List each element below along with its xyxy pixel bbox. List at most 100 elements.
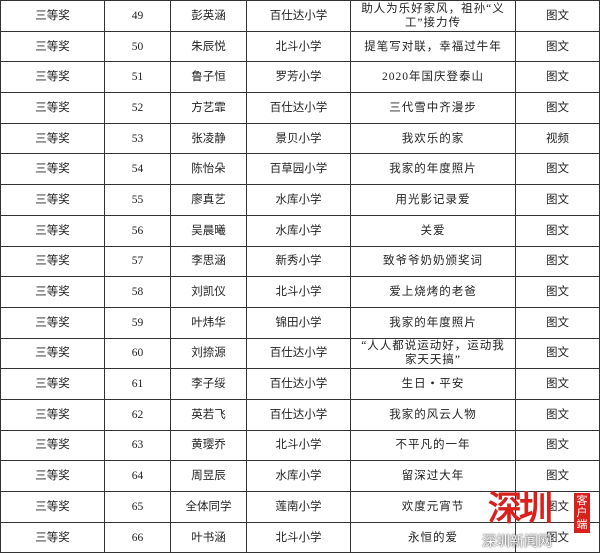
school-cell: 百仕达小学 xyxy=(246,0,351,32)
title-cell: 我欢乐的家 xyxy=(350,122,516,155)
award-cell: 三等奖 xyxy=(0,368,105,400)
title-cell: 我家的年度照片 xyxy=(350,306,516,339)
number-cell: 61 xyxy=(104,368,171,400)
table-row: 三等奖 59 叶炜华 锦田小学 我家的年度照片 图文 xyxy=(0,306,600,339)
title-cell: 助人为乐好家风，祖孙“义工”接力传 xyxy=(350,0,516,32)
number-cell: 57 xyxy=(104,245,171,278)
title-cell: 三代雪中齐漫步 xyxy=(350,92,516,124)
number-cell: 60 xyxy=(104,337,171,370)
table-row: 三等奖 57 李思涵 新秀小学 致爷爷奶奶颁奖词 图文 xyxy=(0,245,600,278)
school-cell: 水库小学 xyxy=(246,214,351,247)
name-cell: 英若飞 xyxy=(170,398,247,431)
number-cell: 54 xyxy=(104,153,171,186)
award-cell: 三等奖 xyxy=(0,122,105,155)
school-cell: 北斗小学 xyxy=(246,429,351,462)
award-cell: 三等奖 xyxy=(0,337,105,370)
type-cell: 图文 xyxy=(515,429,600,462)
title-cell: 欢度元宵节 xyxy=(350,491,516,523)
title-cell: 我家的风云人物 xyxy=(350,398,516,431)
school-cell: 百仕达小学 xyxy=(246,337,351,370)
title-cell: 2020年国庆登泰山 xyxy=(350,61,516,94)
school-cell: 锦田小学 xyxy=(246,306,351,339)
name-cell: 吴晨曦 xyxy=(170,214,247,247)
type-cell: 图文 xyxy=(515,368,600,400)
name-cell: 朱辰悦 xyxy=(170,30,247,63)
award-cell: 三等奖 xyxy=(0,30,105,63)
award-cell: 三等奖 xyxy=(0,460,105,492)
table-row: 三等奖 51 鲁子恒 罗芳小学 2020年国庆登泰山 图文 xyxy=(0,61,600,94)
school-cell: 莲南小学 xyxy=(246,491,351,523)
school-cell: 百仕达小学 xyxy=(246,398,351,431)
type-cell: 图文 xyxy=(515,92,600,124)
number-cell: 52 xyxy=(104,92,171,124)
table-row: 三等奖 50 朱辰悦 北斗小学 提笔写对联，幸福过牛年 图文 xyxy=(0,30,600,63)
number-cell: 62 xyxy=(104,398,171,431)
school-cell: 景贝小学 xyxy=(246,122,351,155)
table-row: 三等奖 55 廖真艺 水库小学 用光影记录爱 图文 xyxy=(0,184,600,216)
name-cell: 刘捺源 xyxy=(170,337,247,370)
award-cell: 三等奖 xyxy=(0,61,105,94)
title-cell: 关爱 xyxy=(350,214,516,247)
number-cell: 51 xyxy=(104,61,171,94)
table-row: 三等奖 54 陈怡朵 百草园小学 我家的年度照片 图文 xyxy=(0,153,600,186)
title-cell: 留深过大年 xyxy=(350,460,516,492)
school-cell: 百仕达小学 xyxy=(246,92,351,124)
name-cell: 张凌静 xyxy=(170,122,247,155)
type-cell: 图文 xyxy=(515,0,600,32)
name-cell: 彭英涵 xyxy=(170,0,247,32)
number-cell: 53 xyxy=(104,122,171,155)
award-cell: 三等奖 xyxy=(0,153,105,186)
name-cell: 刘凯仪 xyxy=(170,276,247,308)
name-cell: 黄璎乔 xyxy=(170,429,247,462)
type-cell: 图文 xyxy=(515,61,600,94)
name-cell: 周昱辰 xyxy=(170,460,247,492)
table-row: 三等奖 61 李子绥 百仕达小学 生日 • 平安 图文 xyxy=(0,368,600,400)
title-cell: 致爷爷奶奶颁奖词 xyxy=(350,245,516,278)
name-cell: 廖真艺 xyxy=(170,184,247,216)
award-cell: 三等奖 xyxy=(0,92,105,124)
watermark-tag: 客户端 xyxy=(574,493,590,533)
award-cell: 三等奖 xyxy=(0,429,105,462)
title-cell: “人人都说运动好，运动我家天天搞” xyxy=(350,337,516,370)
number-cell: 56 xyxy=(104,214,171,247)
type-cell: 图文 xyxy=(515,337,600,370)
award-cell: 三等奖 xyxy=(0,184,105,216)
number-cell: 55 xyxy=(104,184,171,216)
school-cell: 北斗小学 xyxy=(246,276,351,308)
watermark-logo: 深圳 xyxy=(488,489,553,529)
school-cell: 北斗小学 xyxy=(246,521,351,553)
type-cell: 图文 xyxy=(515,30,600,63)
award-cell: 三等奖 xyxy=(0,276,105,308)
school-cell: 水库小学 xyxy=(246,460,351,492)
school-cell: 百仕达小学 xyxy=(246,368,351,400)
table-row: 三等奖 65 全体同学 莲南小学 欢度元宵节 图文 xyxy=(0,491,600,523)
type-cell: 图文 xyxy=(515,245,600,278)
award-cell: 三等奖 xyxy=(0,521,105,553)
name-cell: 叶炜华 xyxy=(170,306,247,339)
table-row: 三等奖 52 方艺霏 百仕达小学 三代雪中齐漫步 图文 xyxy=(0,92,600,124)
title-cell: 爱上烧烤的老爸 xyxy=(350,276,516,308)
number-cell: 58 xyxy=(104,276,171,308)
title-cell: 提笔写对联，幸福过牛年 xyxy=(350,30,516,63)
number-cell: 63 xyxy=(104,429,171,462)
school-cell: 罗芳小学 xyxy=(246,61,351,94)
name-cell: 李思涵 xyxy=(170,245,247,278)
school-cell: 水库小学 xyxy=(246,184,351,216)
table-row: 三等奖 49 彭英涵 百仕达小学 助人为乐好家风，祖孙“义工”接力传 图文 xyxy=(0,0,600,32)
number-cell: 66 xyxy=(104,521,171,553)
title-cell: 我家的年度照片 xyxy=(350,153,516,186)
name-cell: 叶书涵 xyxy=(170,521,247,553)
title-cell: 用光影记录爱 xyxy=(350,184,516,216)
title-cell: 不平凡的一年 xyxy=(350,429,516,462)
number-cell: 49 xyxy=(104,0,171,32)
award-cell: 三等奖 xyxy=(0,491,105,523)
title-cell: 永恒的爱 xyxy=(350,521,516,553)
number-cell: 64 xyxy=(104,460,171,492)
table-row: 三等奖 66 叶书涵 北斗小学 永恒的爱 图文 xyxy=(0,521,600,553)
school-cell: 新秀小学 xyxy=(246,245,351,278)
type-cell: 图文 xyxy=(515,214,600,247)
award-cell: 三等奖 xyxy=(0,398,105,431)
